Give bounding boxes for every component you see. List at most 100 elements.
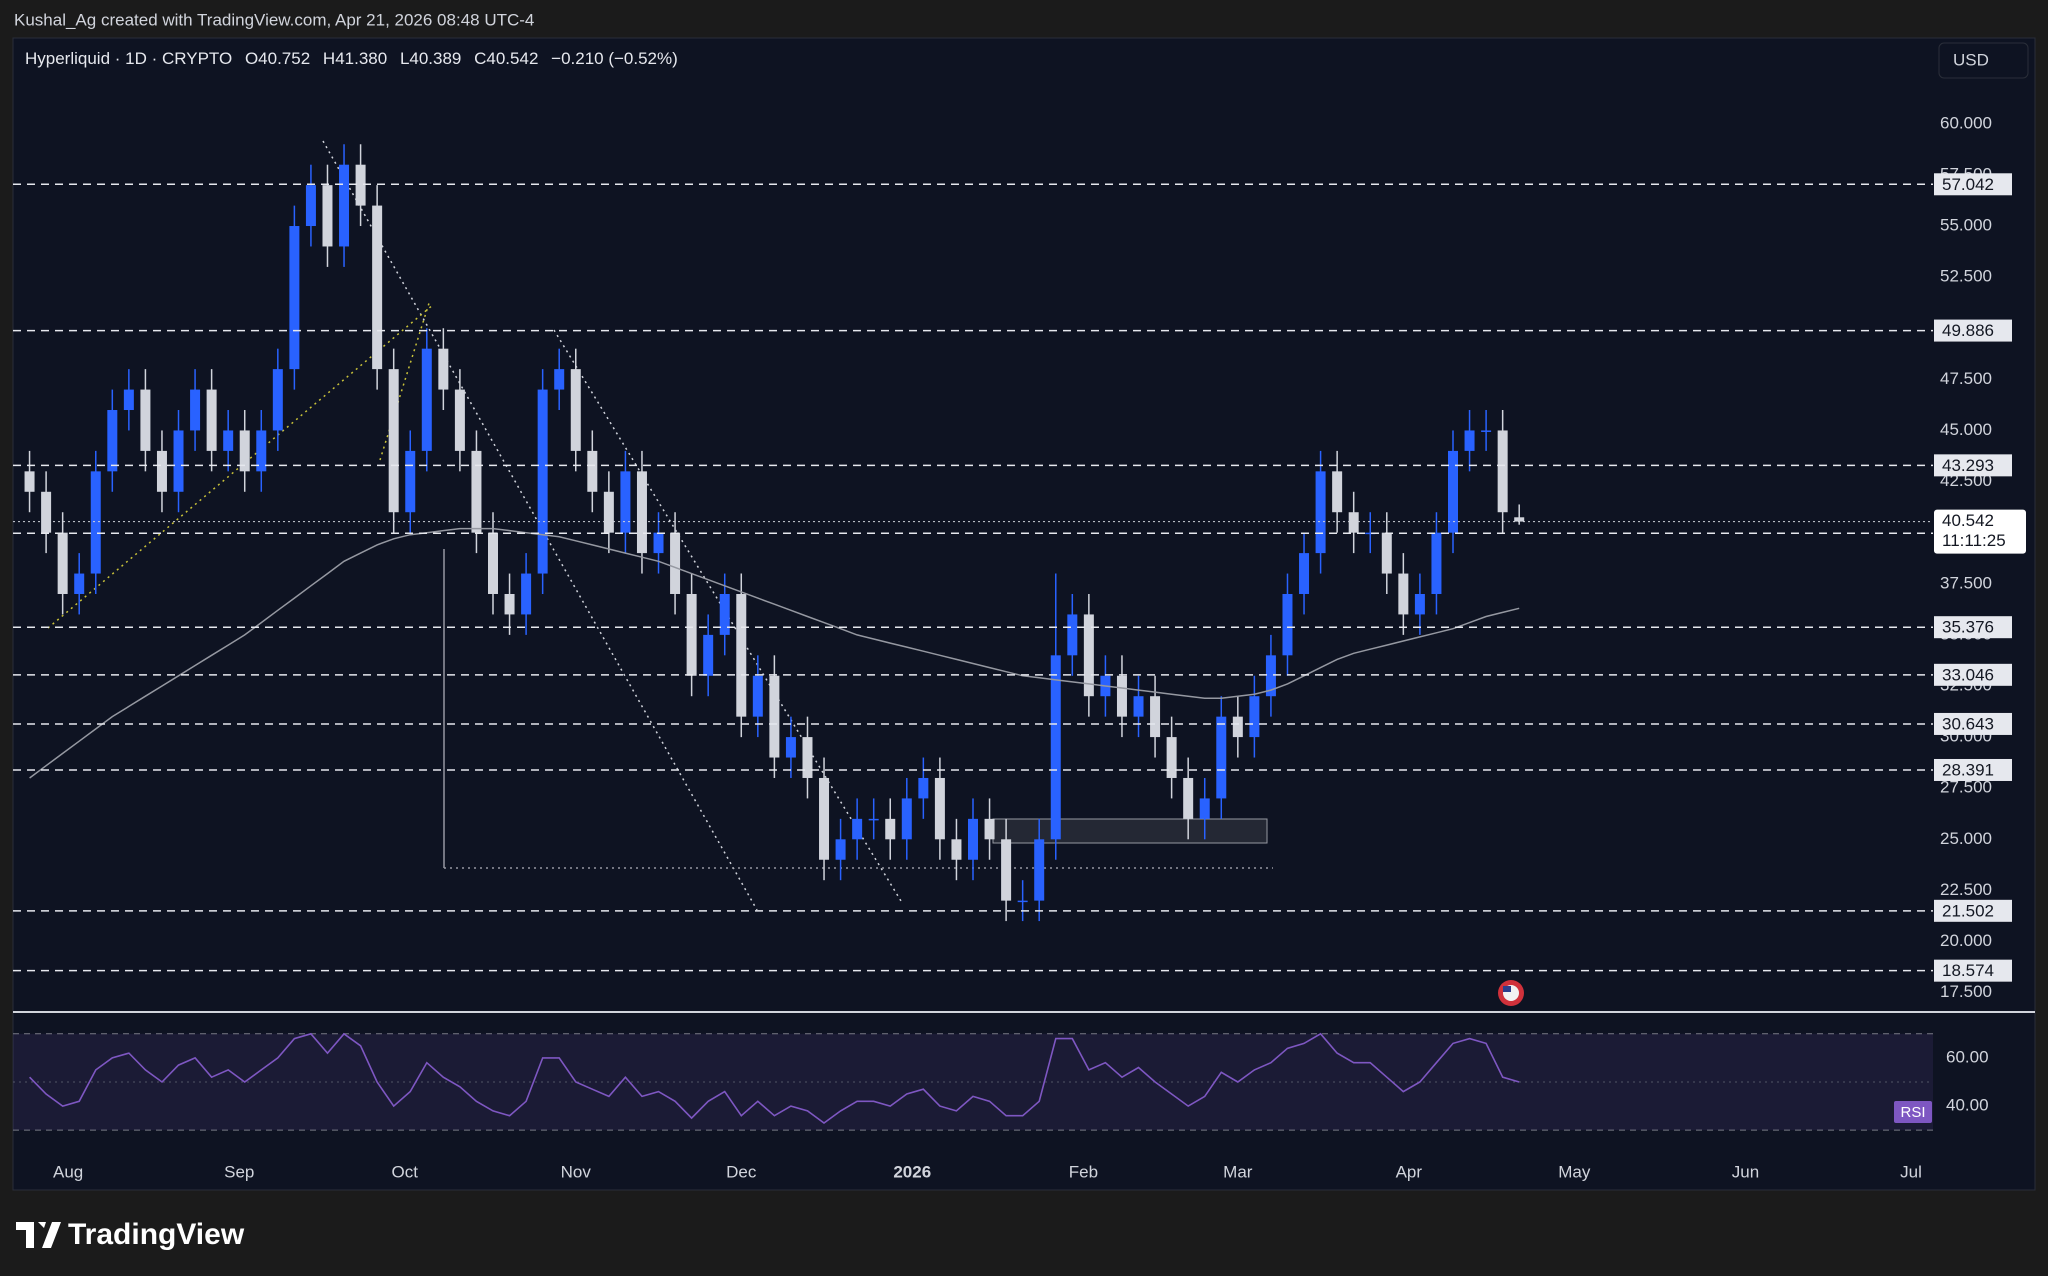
candle-body [603,491,614,533]
candle-body [57,532,68,594]
candle-body [1348,512,1359,533]
x-tick-label: Mar [1223,1162,1253,1181]
level-label: 57.042 [1942,175,1994,194]
candle-body [90,471,101,574]
countdown: 11:11:25 [1942,531,2006,550]
x-tick-label: Aug [53,1162,83,1181]
high-label: H41.380 [323,49,387,68]
candle-body [1001,839,1012,901]
candle-body [488,532,498,594]
candle-body [769,675,780,758]
candle-body [719,593,730,635]
candle-body [901,798,912,840]
candle-body [1332,471,1343,513]
candle-body [670,532,681,594]
level-label: 35.376 [1942,618,1994,637]
y-tick-label: 52.500 [1940,267,1992,286]
candle-body [1249,696,1260,738]
candle-body [703,634,714,676]
level-box [1934,959,2012,982]
candle-body [1116,675,1127,717]
y-tick-label: 27.500 [1940,778,1992,797]
candle-body [454,389,465,451]
level-box [1934,712,2012,735]
candle-body [256,430,267,472]
x-tick-label: Apr [1396,1162,1423,1181]
candle-body [885,818,896,840]
candle-body [1381,532,1392,574]
candle-body [1514,517,1525,522]
candle-body [1431,532,1442,594]
x-tick-label: Jun [1732,1162,1759,1181]
y-tick-label: 17.500 [1940,982,1992,1001]
candle-body [620,471,631,533]
candle-body [289,226,300,370]
chart-panel [12,37,2036,1191]
candle-body [951,839,962,860]
x-tick-label: Dec [726,1162,757,1181]
candle-body [785,737,796,758]
candle-body [438,348,449,390]
y-tick-label: 25.000 [1940,829,1992,848]
candle-body [339,164,350,247]
candle-body [736,593,747,717]
candle-body [1464,430,1475,451]
candle-body [521,573,532,615]
candle-body [868,818,879,821]
candle-body [223,430,234,451]
candle-body [819,777,830,860]
candle-body [1365,532,1376,535]
x-tick-label: 2026 [893,1162,931,1181]
candle-body [190,389,201,431]
footer: TradingView [16,1218,245,1251]
candle-body [1183,777,1194,819]
candle-body [156,450,167,492]
x-tick-label: May [1558,1162,1591,1181]
legend-label: RSI [1900,1104,1925,1121]
candle-body [1448,450,1458,533]
x-tick-label: Feb [1069,1162,1098,1181]
last-price-box [1934,509,2026,554]
candle-body [1017,900,1028,903]
credit: Kushal_Ag created with TradingView.com, … [14,10,534,29]
candle-body [918,777,929,799]
level-label: 49.886 [1942,321,1994,340]
moving-average [29,527,1520,779]
candle-body [1282,593,1293,656]
candle-body [653,532,664,554]
event-flag [1498,980,1524,1006]
level-label: 21.502 [1942,901,1994,920]
open-label: O40.752 [245,49,310,68]
candle-body [934,777,945,840]
candle-body [1067,614,1078,656]
candle-body [1315,471,1326,554]
brand: TradingView [68,1218,245,1251]
level-box [1934,173,2012,196]
candle-body [74,573,85,594]
candle-body [1414,593,1425,615]
candle-body [570,369,581,451]
rsi-line [29,1032,1520,1124]
candle-body [173,430,184,492]
close-label: C40.542 [474,49,538,68]
logo-mark [16,1222,61,1248]
candle-body [1150,696,1161,738]
candle-body [206,389,217,451]
candle-body [686,593,697,676]
currency-button[interactable] [1938,42,2029,79]
candle-body [322,185,333,247]
candle-body [1166,737,1177,778]
y-tick-label: 47.500 [1940,369,1992,388]
candle-body [24,471,35,492]
candle-body [405,450,416,513]
y-tick-label: 20.000 [1940,931,1992,950]
candle-body [272,369,283,431]
candle-body [752,675,763,717]
y-tick-label: 22.500 [1940,880,1992,899]
currency[interactable]: USD [1953,50,1989,69]
candle-body [471,450,482,533]
candle-body [504,593,515,615]
candle-body [41,491,52,533]
